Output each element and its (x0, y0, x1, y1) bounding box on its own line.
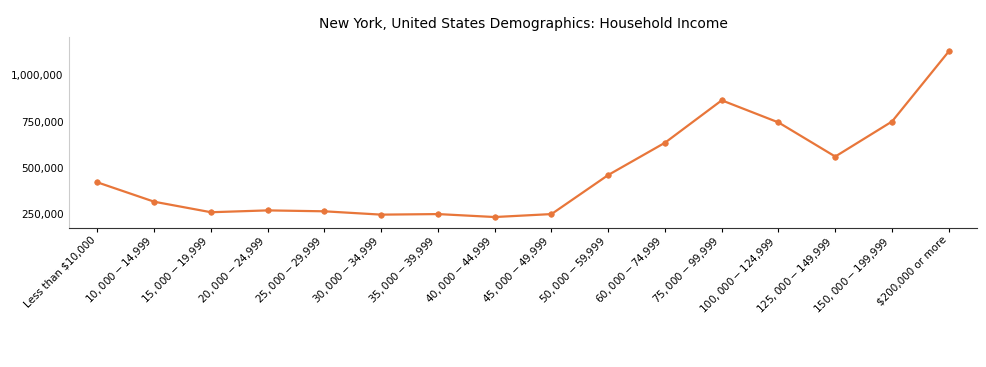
Title: New York, United States Demographics: Household Income: New York, United States Demographics: Ho… (318, 17, 727, 31)
